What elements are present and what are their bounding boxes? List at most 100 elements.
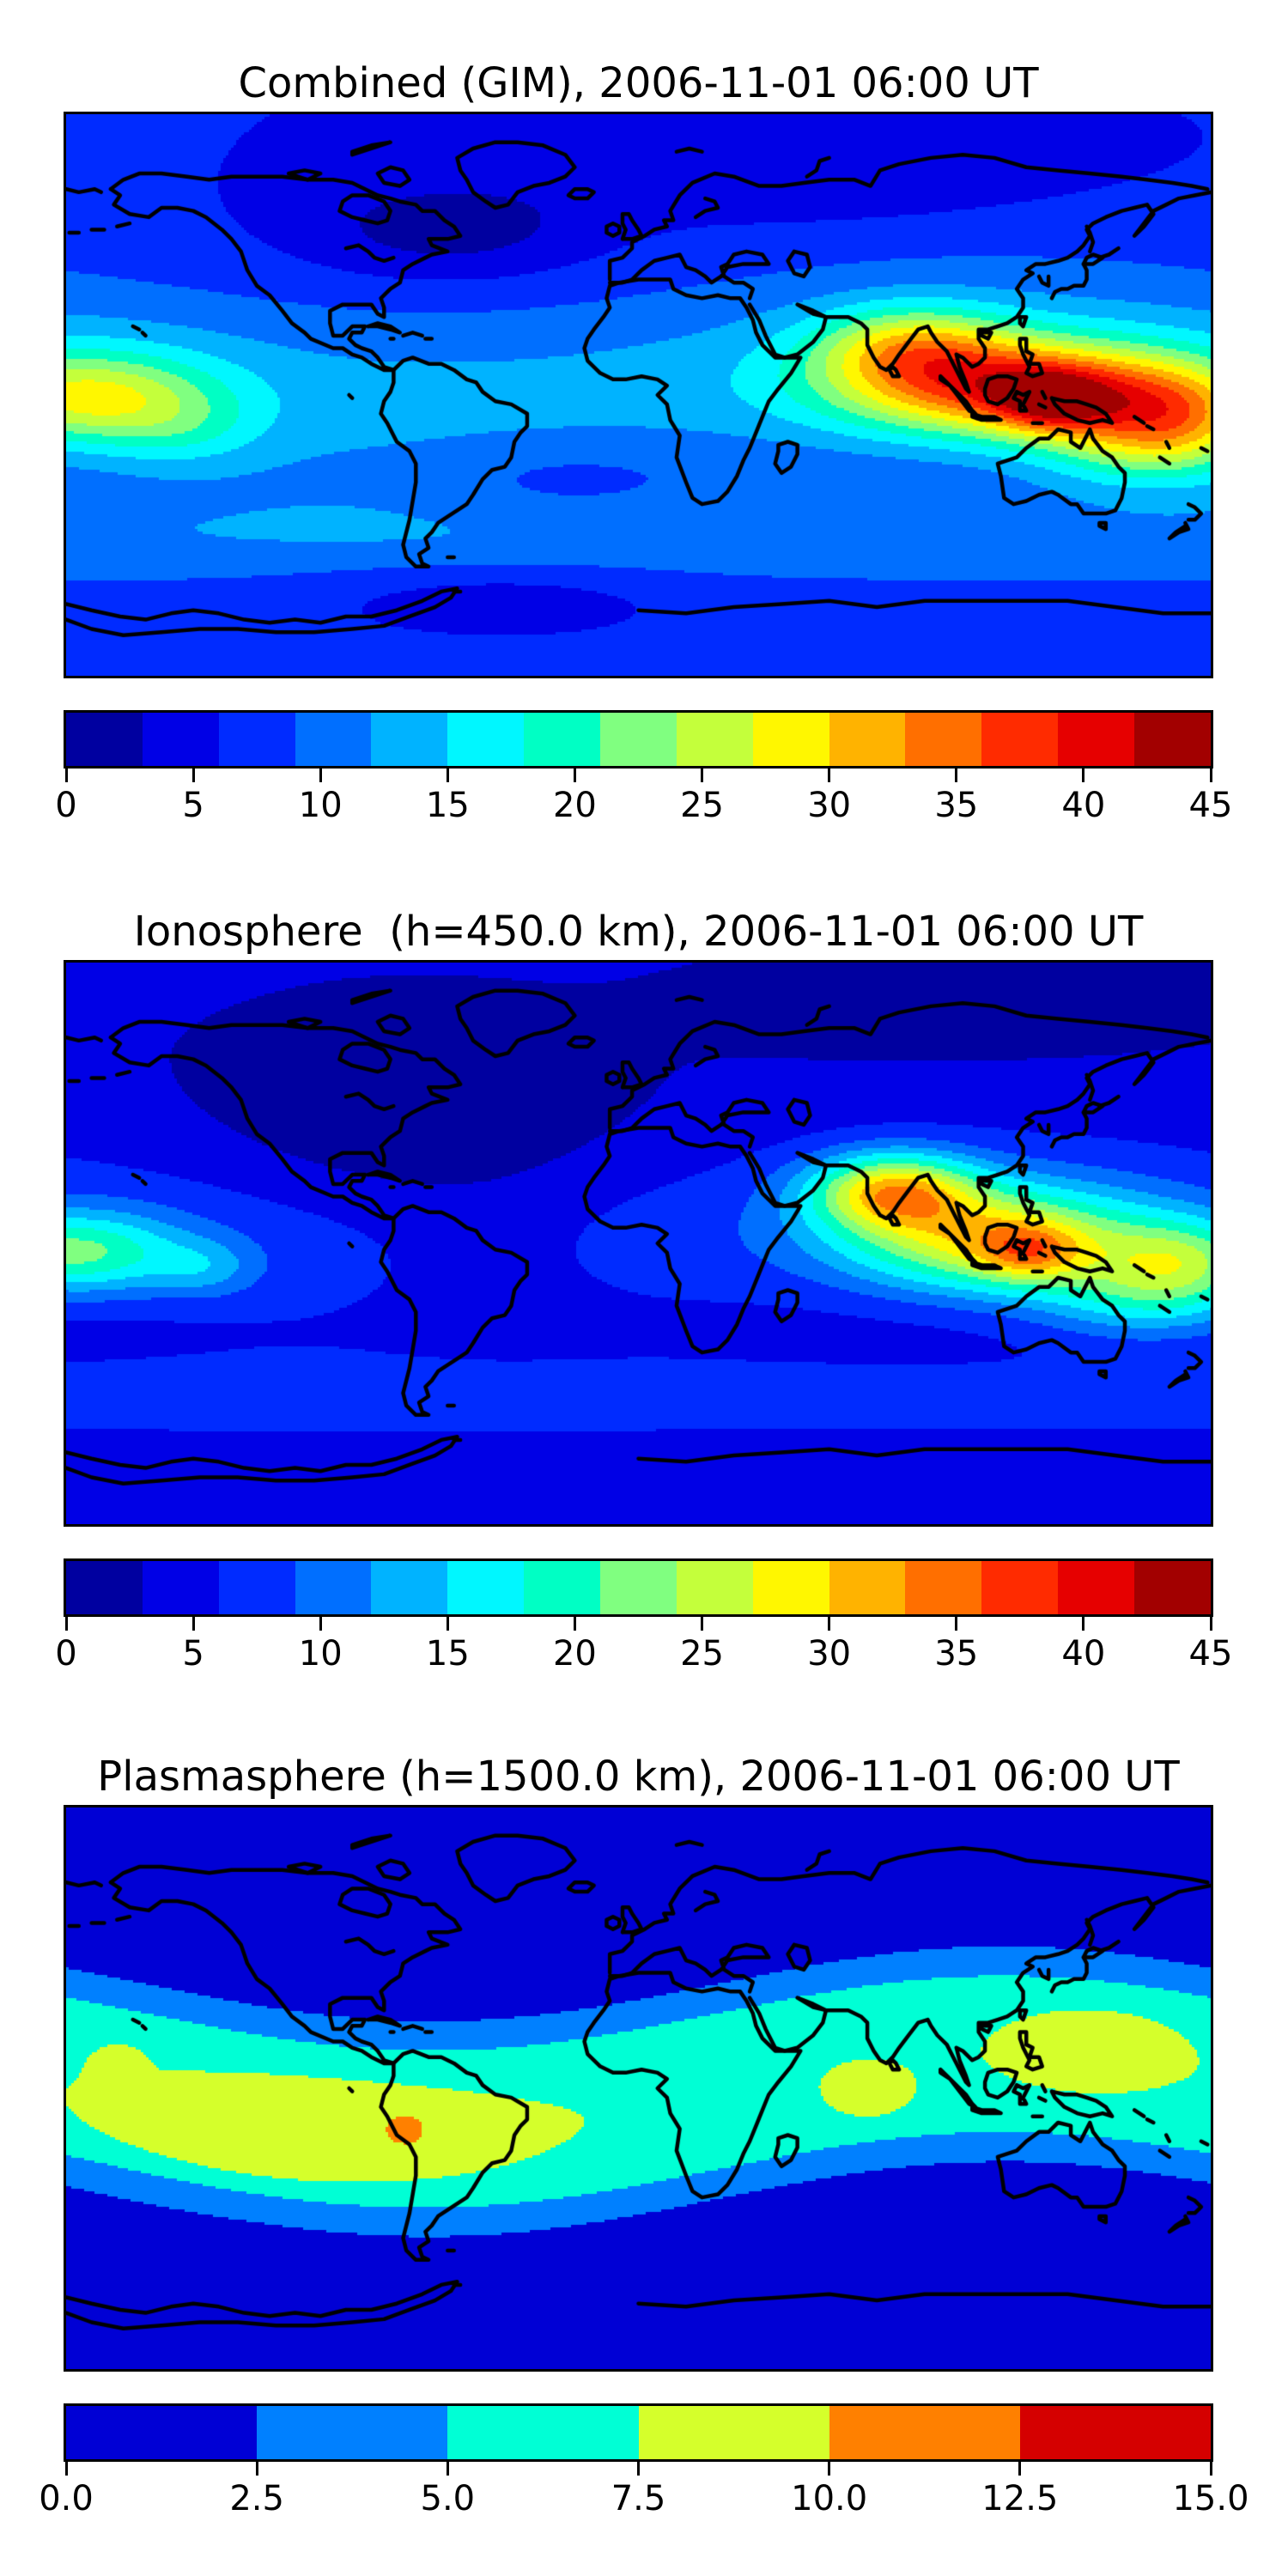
colorbar-axis-combined: 0 5 10 15 20 25 30 35 40 45	[55, 769, 1232, 837]
colorbar-band	[218, 1561, 295, 1614]
colorbar-band	[752, 713, 829, 766]
colorbar-tick-label: 7.5	[611, 2479, 666, 2518]
colorbar-tick-label: 15.0	[1172, 2479, 1249, 2518]
colorbar-band	[142, 1561, 219, 1614]
colorbar-tick-label: 10	[298, 786, 343, 825]
colorbar-band	[447, 2406, 639, 2459]
colorbar-tick-label: 12.5	[981, 2479, 1059, 2518]
map-canvas-plasmasphere	[66, 1807, 1211, 2369]
colorbar-band	[66, 713, 143, 766]
colorbar-tick	[701, 769, 704, 782]
colorbar-band	[66, 2406, 258, 2459]
colorbar-plasmasphere	[64, 2403, 1213, 2462]
colorbar-band	[905, 1561, 982, 1614]
colorbar-band	[218, 713, 295, 766]
colorbar-tick	[1209, 2462, 1212, 2476]
colorbar-band	[638, 2406, 829, 2459]
colorbar-band	[600, 713, 677, 766]
colorbar-tick-label: 5	[182, 786, 204, 825]
colorbar-tick-label: 10	[298, 1634, 343, 1674]
colorbar-tick	[573, 1617, 576, 1631]
colorbar-tick-label: 25	[680, 786, 724, 825]
colorbar-tick	[637, 2462, 640, 2476]
panel-plasmasphere: Plasmasphere (h=1500.0 km), 2006-11-01 0…	[0, 1693, 1288, 2542]
colorbar-tick	[1082, 1617, 1085, 1631]
colorbar-band	[447, 713, 525, 766]
map-canvas-combined	[66, 114, 1211, 676]
colorbar-tick	[446, 2462, 449, 2476]
colorbar-tick	[255, 2462, 258, 2476]
colorbar-ionosphere	[64, 1558, 1213, 1617]
colorbar-band	[295, 713, 372, 766]
colorbar-tick	[319, 769, 322, 782]
map-ionosphere	[64, 960, 1213, 1527]
colorbar-band	[829, 1561, 906, 1614]
colorbar-tick-label: 5	[182, 1634, 204, 1674]
colorbar-tick	[64, 2462, 68, 2476]
colorbar-tick-label: 2.5	[229, 2479, 284, 2518]
colorbar-band	[1058, 713, 1135, 766]
colorbar-tick-label: 30	[807, 786, 852, 825]
panel-title-plasmasphere: Plasmasphere (h=1500.0 km), 2006-11-01 0…	[97, 1753, 1180, 1801]
colorbar-tick	[828, 1617, 831, 1631]
map-combined	[64, 112, 1213, 678]
colorbar-band	[600, 1561, 677, 1614]
colorbar-tick	[64, 769, 68, 782]
colorbar-tick	[191, 769, 195, 782]
colorbar-tick-label: 45	[1188, 786, 1233, 825]
colorbar-tick	[573, 769, 576, 782]
panel-title-combined: Combined (GIM), 2006-11-01 06:00 UT	[238, 59, 1039, 107]
colorbar-band	[752, 1561, 829, 1614]
colorbar-band	[257, 2406, 448, 2459]
colorbar-band	[1019, 2406, 1212, 2459]
colorbar-tick	[319, 1617, 322, 1631]
map-plasmasphere	[64, 1805, 1213, 2372]
colorbar-tick-label: 30	[807, 1634, 852, 1674]
panel-combined: Combined (GIM), 2006-11-01 06:00 UT 0 5 10…	[0, 0, 1288, 848]
colorbar-tick-label: 0.0	[39, 2479, 94, 2518]
colorbar-tick	[446, 1617, 449, 1631]
colorbar-band	[1134, 713, 1211, 766]
colorbar-band	[371, 713, 448, 766]
colorbar-band	[524, 713, 601, 766]
panel-ionosphere: Ionosphere (h=450.0 km), 2006-11-01 06:0…	[0, 848, 1288, 1697]
colorbar-band	[1058, 1561, 1135, 1614]
colorbar-tick-label: 20	[552, 786, 597, 825]
colorbar-tick	[191, 1617, 195, 1631]
colorbar-tick	[701, 1617, 704, 1631]
colorbar-tick	[955, 769, 958, 782]
colorbar-axis-plasmasphere: 0.0 2.5 5.0 7.5 10.0 12.5 15.0	[39, 2462, 1249, 2530]
colorbar-tick-label: 35	[934, 1634, 979, 1674]
panel-title-ionosphere: Ionosphere (h=450.0 km), 2006-11-01 06:0…	[133, 908, 1144, 956]
colorbar-tick	[1209, 769, 1212, 782]
colorbar-axis-ionosphere: 0 5 10 15 20 25 30 35 40 45	[55, 1617, 1232, 1686]
colorbar-tick-label: 40	[1061, 1634, 1106, 1674]
colorbar-tick-label: 0	[55, 786, 77, 825]
colorbar-band	[1134, 1561, 1211, 1614]
colorbar-combined	[64, 710, 1213, 769]
colorbar-tick-label: 15	[425, 1634, 470, 1674]
colorbar-tick	[955, 1617, 958, 1631]
colorbar-tick	[446, 769, 449, 782]
colorbar-tick-label: 5.0	[420, 2479, 476, 2518]
colorbar-tick-label: 35	[934, 786, 979, 825]
colorbar-tick-label: 25	[680, 1634, 724, 1674]
colorbar-band	[66, 1561, 143, 1614]
colorbar-band	[676, 1561, 753, 1614]
colorbar-tick	[828, 2462, 831, 2476]
colorbar-tick-label: 0	[55, 1634, 77, 1674]
map-canvas-ionosphere	[66, 963, 1211, 1524]
colorbar-band	[142, 713, 219, 766]
colorbar-band	[905, 713, 982, 766]
colorbar-band	[829, 2406, 1020, 2459]
colorbar-band	[829, 713, 906, 766]
colorbar-tick	[1018, 2462, 1022, 2476]
colorbar-tick	[1082, 769, 1085, 782]
colorbar-tick	[64, 1617, 68, 1631]
colorbar-tick	[1209, 1617, 1212, 1631]
colorbar-band	[981, 713, 1059, 766]
colorbar-tick-label: 45	[1188, 1634, 1233, 1674]
colorbar-band	[676, 713, 753, 766]
colorbar-tick-label: 10.0	[791, 2479, 868, 2518]
colorbar-tick-label: 40	[1061, 786, 1106, 825]
